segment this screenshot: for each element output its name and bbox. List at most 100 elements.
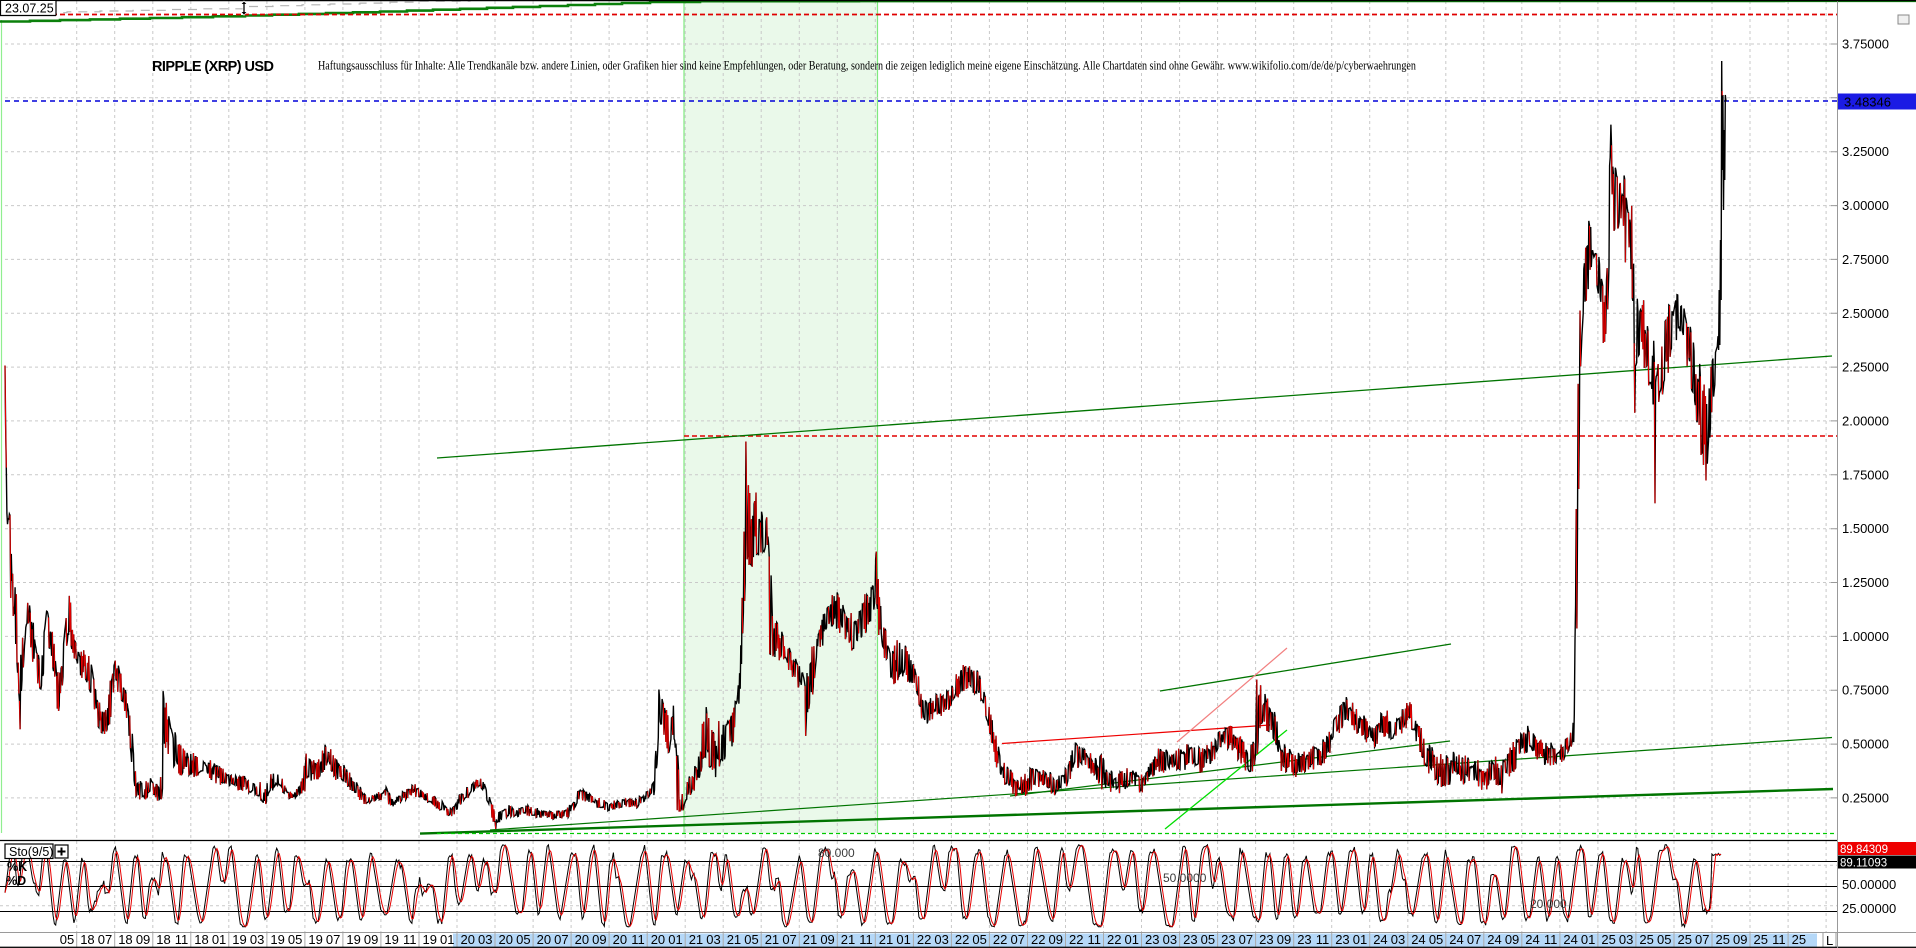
svg-text:25: 25 <box>1716 932 1730 947</box>
svg-text:22: 22 <box>1107 932 1121 947</box>
svg-text:07: 07 <box>1695 932 1709 947</box>
svg-text:07: 07 <box>1011 932 1025 947</box>
svg-text:11: 11 <box>403 932 417 947</box>
svg-text:18: 18 <box>194 932 208 947</box>
svg-text:22: 22 <box>917 932 931 947</box>
svg-text:Haftungsausschluss für Inhalte: Haftungsausschluss für Inhalte: Alle Tre… <box>318 58 1416 73</box>
svg-text:09: 09 <box>364 932 378 947</box>
svg-text:20: 20 <box>651 932 665 947</box>
svg-text:11: 11 <box>631 932 645 947</box>
svg-text:21: 21 <box>765 932 779 947</box>
svg-text:20: 20 <box>537 932 551 947</box>
svg-text:23: 23 <box>1335 932 1349 947</box>
svg-text:23: 23 <box>1259 932 1273 947</box>
svg-text:11: 11 <box>1772 932 1786 947</box>
svg-text:20: 20 <box>461 932 475 947</box>
svg-text:11: 11 <box>175 932 189 947</box>
svg-text:01: 01 <box>668 932 682 947</box>
svg-text:%D: %D <box>6 874 26 888</box>
svg-text:20: 20 <box>499 932 513 947</box>
svg-text:09: 09 <box>1277 932 1291 947</box>
svg-text:23: 23 <box>1183 932 1197 947</box>
svg-text:01: 01 <box>1581 932 1595 947</box>
svg-text:05: 05 <box>288 932 302 947</box>
svg-text:3.25000: 3.25000 <box>1842 144 1889 159</box>
svg-text:07: 07 <box>326 932 340 947</box>
svg-text:25: 25 <box>1678 932 1692 947</box>
svg-text:20.000: 20.000 <box>1530 897 1567 911</box>
svg-text:03: 03 <box>706 932 720 947</box>
svg-text:50.0000: 50.0000 <box>1163 871 1207 885</box>
svg-text:23: 23 <box>1145 932 1159 947</box>
svg-text:25: 25 <box>1792 932 1806 947</box>
svg-text:21: 21 <box>689 932 703 947</box>
svg-text:24: 24 <box>1525 932 1539 947</box>
svg-text:05: 05 <box>1657 932 1671 947</box>
svg-text:2.50000: 2.50000 <box>1842 306 1889 321</box>
svg-text:05: 05 <box>1201 932 1215 947</box>
svg-text:2.75000: 2.75000 <box>1842 252 1889 267</box>
svg-text:1.50000: 1.50000 <box>1842 521 1889 536</box>
svg-text:07: 07 <box>98 932 112 947</box>
svg-text:07: 07 <box>554 932 568 947</box>
svg-text:21: 21 <box>803 932 817 947</box>
svg-text:1.00000: 1.00000 <box>1842 629 1889 644</box>
svg-text:21: 21 <box>727 932 741 947</box>
svg-text:22: 22 <box>1031 932 1045 947</box>
svg-text:0.75000: 0.75000 <box>1842 683 1889 698</box>
svg-text:19: 19 <box>270 932 284 947</box>
svg-text:05: 05 <box>1429 932 1443 947</box>
svg-text:25: 25 <box>1601 932 1615 947</box>
svg-text:01: 01 <box>1353 932 1367 947</box>
svg-text:01: 01 <box>212 932 226 947</box>
svg-text:2.00000: 2.00000 <box>1842 413 1889 428</box>
svg-text:3.48346: 3.48346 <box>1844 95 1891 110</box>
svg-text:50.00000: 50.00000 <box>1842 877 1896 892</box>
svg-text:11: 11 <box>1088 932 1102 947</box>
svg-text:05: 05 <box>516 932 530 947</box>
svg-text:01: 01 <box>1125 932 1139 947</box>
svg-text:05: 05 <box>972 932 986 947</box>
svg-text:03: 03 <box>934 932 948 947</box>
svg-text:07: 07 <box>1467 932 1481 947</box>
svg-text:25: 25 <box>1754 932 1768 947</box>
svg-text:09: 09 <box>1049 932 1063 947</box>
svg-text:22: 22 <box>1069 932 1083 947</box>
svg-text:09: 09 <box>136 932 150 947</box>
svg-text:25.00000: 25.00000 <box>1842 901 1896 916</box>
svg-text:07: 07 <box>782 932 796 947</box>
svg-text:24: 24 <box>1449 932 1463 947</box>
svg-text:03: 03 <box>1619 932 1633 947</box>
svg-text:25: 25 <box>1639 932 1653 947</box>
svg-text:03: 03 <box>1391 932 1405 947</box>
svg-text:80.000: 80.000 <box>818 846 855 860</box>
svg-text:18: 18 <box>118 932 132 947</box>
svg-text:05: 05 <box>744 932 758 947</box>
svg-text:21: 21 <box>879 932 893 947</box>
svg-text:1.25000: 1.25000 <box>1842 575 1889 590</box>
svg-text:03: 03 <box>478 932 492 947</box>
svg-text:RIPPLE (XRP) USD: RIPPLE (XRP) USD <box>152 59 274 75</box>
svg-text:19: 19 <box>308 932 322 947</box>
svg-text:01: 01 <box>896 932 910 947</box>
svg-text:19: 19 <box>384 932 398 947</box>
svg-text:11: 11 <box>1316 932 1330 947</box>
svg-text:24: 24 <box>1487 932 1501 947</box>
svg-text:L: L <box>1826 933 1833 948</box>
svg-text:0.50000: 0.50000 <box>1842 737 1889 752</box>
svg-text:05: 05 <box>60 932 74 947</box>
svg-text:21: 21 <box>841 932 855 947</box>
svg-text:20: 20 <box>575 932 589 947</box>
svg-text:24: 24 <box>1563 932 1577 947</box>
svg-text:19: 19 <box>346 932 360 947</box>
svg-text:24: 24 <box>1411 932 1425 947</box>
svg-text:0.25000: 0.25000 <box>1842 790 1889 805</box>
svg-text:24: 24 <box>1373 932 1387 947</box>
svg-text:09: 09 <box>820 932 834 947</box>
svg-text:09: 09 <box>592 932 606 947</box>
svg-text:11: 11 <box>859 932 873 947</box>
svg-text:Sto(9/5): Sto(9/5) <box>9 845 53 859</box>
svg-text:07: 07 <box>1239 932 1253 947</box>
svg-text:18: 18 <box>156 932 170 947</box>
svg-text:89.11093: 89.11093 <box>1840 858 1887 870</box>
